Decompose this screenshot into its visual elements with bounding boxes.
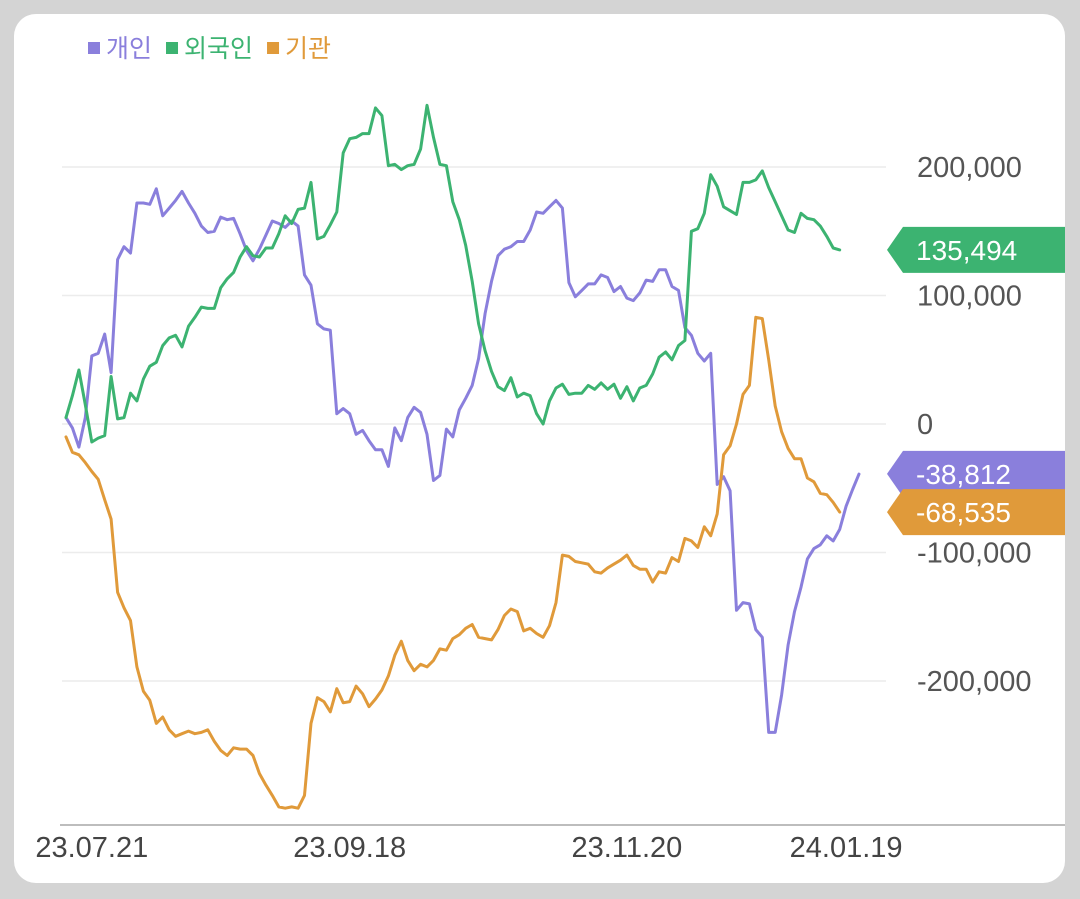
x-tick-label-23-09-18: 23.09.18 (293, 832, 406, 864)
y-tick-label-100-000: -100,000 (917, 538, 1032, 570)
last-value-tags: -38,812 135,494 -68,535 (887, 226, 1065, 536)
y-tick-label-0: 0 (917, 409, 933, 441)
x-axis-tick-labels: 23.07.21 23.09.18 23.11.20 24.01.19 (35, 832, 902, 864)
last-value-tag-text-3: -68,535 (916, 497, 1011, 528)
y-tick-label-100-000: 100,000 (917, 281, 1022, 313)
legend-marker-1 (88, 42, 100, 54)
series-line-1 (64, 187, 861, 734)
x-tick-label-23-11-20: 23.11.20 (572, 832, 683, 864)
y-axis-tick-labels: 200,000 100,000 0 -100,000 -200,000 (917, 152, 1032, 698)
last-value-tag-text-2: 135,494 (916, 235, 1017, 266)
series-line-2 (64, 103, 842, 444)
grid-lines (62, 166, 886, 682)
last-value-tag-1: -38,812 (887, 450, 1065, 497)
legend[interactable]: 개인 외국인 기관 (88, 34, 331, 63)
series-line-3 (64, 315, 842, 810)
legend-item-3[interactable]: 기관 (267, 34, 331, 63)
last-value-tag-bg-1 (887, 450, 1065, 497)
x-tick-label-23-07-21: 23.07.21 (35, 832, 148, 864)
chart-card: 200,000 100,000 0 -100,000 -200,000 -38,812 1… (14, 14, 1065, 883)
last-value-tag-text-1: -38,812 (916, 459, 1011, 490)
last-value-tag-bg-3 (887, 489, 1065, 536)
legend-marker-3 (267, 42, 280, 54)
y-tick-label-200-000: -200,000 (917, 666, 1032, 698)
last-value-tag-2: 135,494 (887, 226, 1065, 273)
x-tick-label-24-01-19: 24.01.19 (790, 832, 903, 864)
investor-net-buy-chart: 200,000 100,000 0 -100,000 -200,000 -38,812 1… (35, 34, 1065, 864)
legend-label-2: 외국인 (184, 34, 253, 63)
legend-label-3: 기관 (285, 34, 331, 63)
legend-item-2[interactable]: 외국인 (166, 34, 253, 63)
legend-label-1: 개인 (106, 34, 152, 63)
last-value-tag-bg-2 (887, 226, 1065, 273)
legend-item-1[interactable]: 개인 (88, 34, 152, 63)
series-lines (64, 103, 861, 810)
last-value-tag-3: -68,535 (887, 489, 1065, 536)
legend-marker-2 (166, 42, 179, 54)
y-tick-label-200-000: 200,000 (917, 152, 1022, 184)
